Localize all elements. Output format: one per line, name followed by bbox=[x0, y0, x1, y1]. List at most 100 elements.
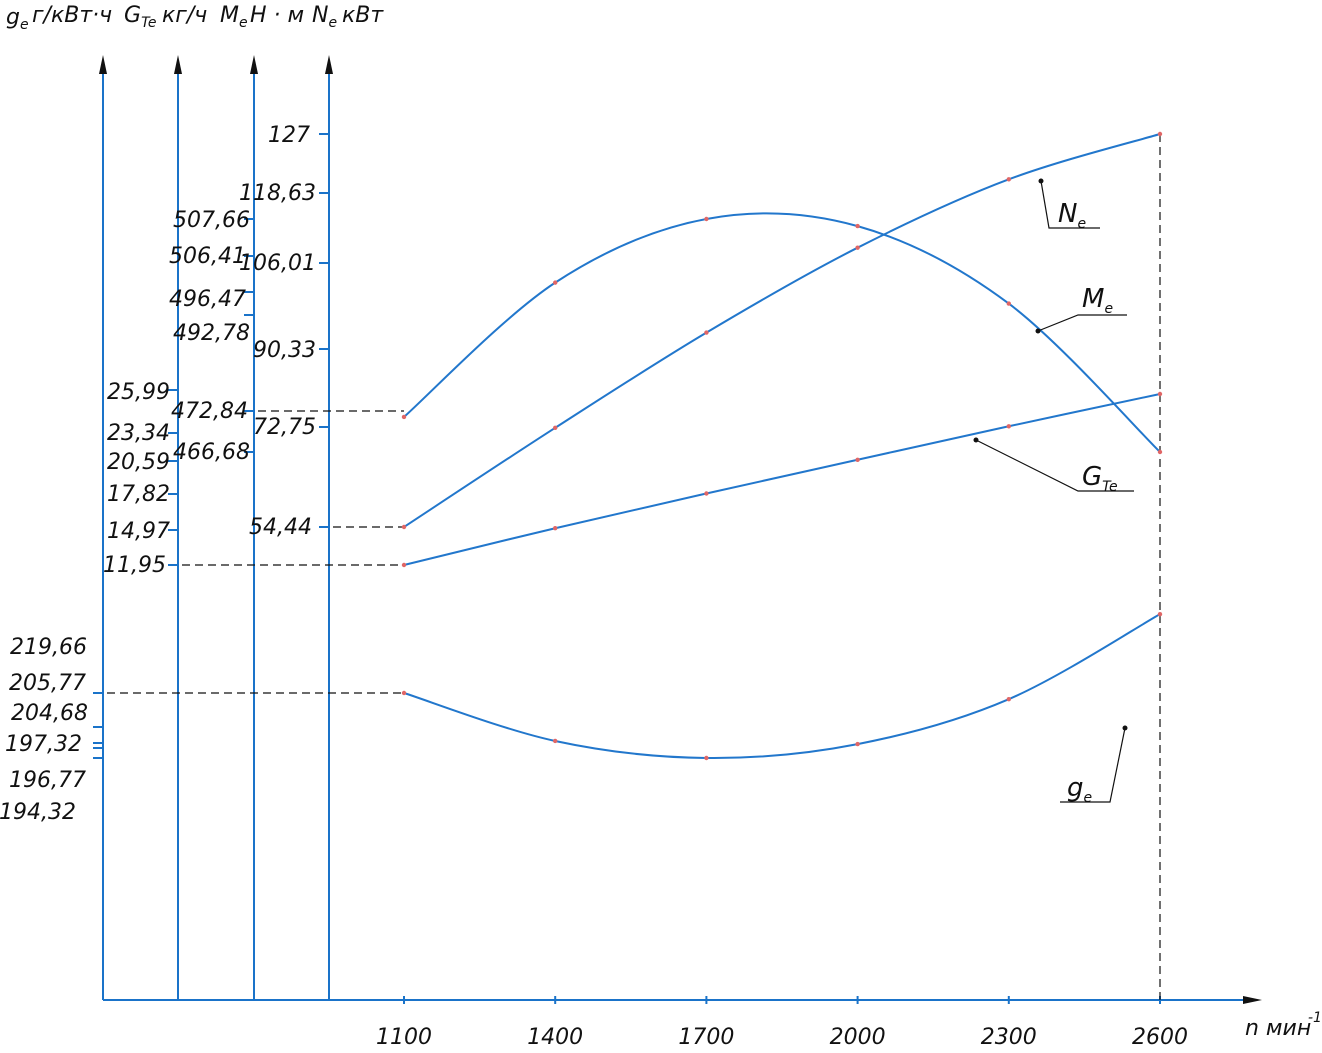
me-leader-dot bbox=[1035, 328, 1041, 334]
gte-curve bbox=[403, 393, 1161, 566]
ne-tick-label: 54,44 bbox=[249, 515, 312, 540]
me-tick-label: 506,41 bbox=[169, 244, 246, 269]
gte-tick-label: 20,59 bbox=[107, 450, 170, 475]
ge-tick-label: 219,66 bbox=[10, 635, 87, 660]
ne-leader-dot bbox=[1038, 178, 1044, 184]
x-axis: n мин -1 1100 1400 1700 2000 2300 2600 bbox=[103, 996, 1322, 1050]
ne-axis-arrow bbox=[325, 55, 333, 74]
ne-leader bbox=[1040, 180, 1100, 229]
x-tick-label: 2000 bbox=[830, 1025, 886, 1050]
gt-unit: кг/ч bbox=[162, 3, 207, 28]
x-tick-label: 1700 bbox=[678, 1025, 734, 1050]
gte-data-point bbox=[553, 526, 558, 531]
x-tick-label: 1400 bbox=[527, 1025, 583, 1050]
x-ticks: 1100 1400 1700 2000 2300 2600 bbox=[376, 996, 1188, 1050]
ge-tick-label: 197,32 bbox=[5, 732, 82, 757]
ne-tick-label: 72,75 bbox=[253, 415, 316, 440]
me-data-point bbox=[704, 216, 709, 222]
gte-data-point bbox=[704, 491, 709, 496]
gt-leader-dot bbox=[973, 437, 979, 443]
ge-data-point bbox=[1157, 611, 1163, 617]
svg-text:GTe: GTe bbox=[124, 3, 157, 31]
curve-labels: Ne Me GTe ge bbox=[973, 178, 1134, 806]
me-data-point bbox=[1006, 301, 1011, 306]
gte-data-point bbox=[1157, 391, 1163, 397]
me-data-point bbox=[401, 414, 407, 420]
me-curve bbox=[403, 212, 1161, 453]
gt-subscript: Te bbox=[141, 15, 156, 31]
ge-unit: г/кВт·ч bbox=[32, 3, 112, 28]
ne-curve-label: Ne bbox=[1058, 199, 1086, 232]
x-axis-label: n мин bbox=[1245, 1016, 1311, 1041]
svg-text:ge: ge bbox=[6, 5, 29, 33]
ge-symbol: g bbox=[6, 5, 20, 30]
ge-curve bbox=[403, 613, 1161, 760]
me-tick-label: 507,66 bbox=[173, 208, 250, 233]
gt-symbol: G bbox=[124, 3, 141, 28]
ge-tick-label: 205,77 bbox=[9, 671, 86, 696]
axis-titles: ge г/кВт·ч GTe кг/ч Me Н · м Ne кВт bbox=[6, 3, 384, 33]
gt-axis-arrow bbox=[174, 55, 182, 74]
ge-axis-arrow bbox=[99, 55, 107, 74]
me-data-point bbox=[1157, 449, 1163, 455]
me-symbol: M bbox=[220, 3, 239, 28]
ne-data-point bbox=[553, 425, 558, 431]
svg-text:Me: Me bbox=[220, 3, 248, 31]
gte-data-point bbox=[855, 457, 860, 462]
gte-tick-label: 17,82 bbox=[107, 482, 170, 507]
me-subscript: e bbox=[239, 15, 248, 31]
ne-tick-label: 90,33 bbox=[253, 338, 316, 363]
me-tick-label: 466,68 bbox=[173, 440, 250, 465]
ne-data-point bbox=[1157, 131, 1163, 137]
ge-curve-label: ge bbox=[1067, 773, 1092, 806]
x-tick-label: 2300 bbox=[981, 1025, 1037, 1050]
ge-subscript: e bbox=[20, 17, 29, 33]
me-tick-label: 492,78 bbox=[173, 321, 250, 346]
me-axis-arrow bbox=[250, 55, 258, 74]
series-points bbox=[401, 131, 1163, 761]
ne-data-point bbox=[401, 524, 407, 530]
gte-tick-label: 14,97 bbox=[107, 519, 170, 544]
ne-data-point bbox=[704, 330, 709, 335]
gte-tick-label: 23,34 bbox=[107, 421, 170, 446]
me-curve-label: Me bbox=[1082, 284, 1113, 317]
ge-data-point bbox=[553, 738, 558, 744]
ne-curve bbox=[403, 133, 1161, 528]
x-tick-label: 2600 bbox=[1132, 1025, 1188, 1050]
ge-tick-label: 204,68 bbox=[11, 701, 88, 726]
svg-text:Ne: Ne bbox=[312, 3, 337, 31]
series-curves bbox=[403, 133, 1161, 760]
ge-leader bbox=[1060, 727, 1126, 803]
me-tick-label: 472,84 bbox=[171, 399, 248, 424]
x-tick-label: 1100 bbox=[376, 1025, 432, 1050]
gte-data-point bbox=[401, 562, 407, 568]
ne-symbol: N bbox=[312, 3, 328, 28]
gt-leader bbox=[975, 439, 1134, 492]
me-leader bbox=[1037, 314, 1127, 332]
ge-tick-label: 194,32 bbox=[0, 800, 76, 825]
gt-curve-label: GTe bbox=[1082, 462, 1118, 495]
gte-data-point bbox=[1006, 424, 1011, 429]
ne-data-point bbox=[1006, 177, 1011, 182]
gte-tick-label: 11,95 bbox=[103, 553, 166, 578]
ne-unit: кВт bbox=[342, 3, 384, 28]
ne-tick-label: 127 bbox=[268, 123, 310, 148]
gte-tick-label: 25,99 bbox=[107, 380, 170, 405]
x-axis-exponent: -1 bbox=[1308, 1010, 1322, 1026]
me-data-point bbox=[855, 223, 860, 229]
x-axis-arrow bbox=[1243, 996, 1262, 1004]
ge-data-point bbox=[401, 690, 407, 696]
me-tick-label: 496,47 bbox=[169, 287, 246, 312]
ge-leader-dot bbox=[1122, 725, 1128, 731]
ge-data-point bbox=[1006, 696, 1011, 702]
ne-data-point bbox=[855, 245, 860, 250]
ge-tick-label: 196,77 bbox=[9, 768, 86, 793]
ne-tick-label: 118,63 bbox=[239, 181, 316, 206]
ne-subscript: e bbox=[328, 15, 337, 31]
me-data-point bbox=[553, 280, 558, 285]
me-unit: Н · м bbox=[250, 3, 304, 28]
ge-data-point bbox=[704, 755, 709, 761]
ne-tick-label: 106,01 bbox=[239, 251, 316, 276]
y-ticks: 25,99 23,34 20,59 17,82 14,97 11,95 507,66 506,… bbox=[0, 123, 329, 825]
